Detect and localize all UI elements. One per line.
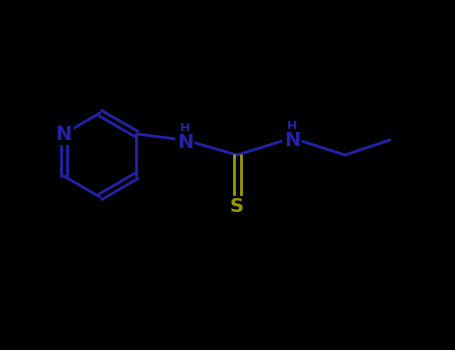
Text: N: N (177, 133, 193, 152)
Text: H: H (287, 120, 297, 133)
Text: S: S (230, 197, 244, 217)
Text: N: N (56, 125, 72, 144)
Text: H: H (180, 122, 190, 135)
Text: N: N (284, 131, 300, 149)
